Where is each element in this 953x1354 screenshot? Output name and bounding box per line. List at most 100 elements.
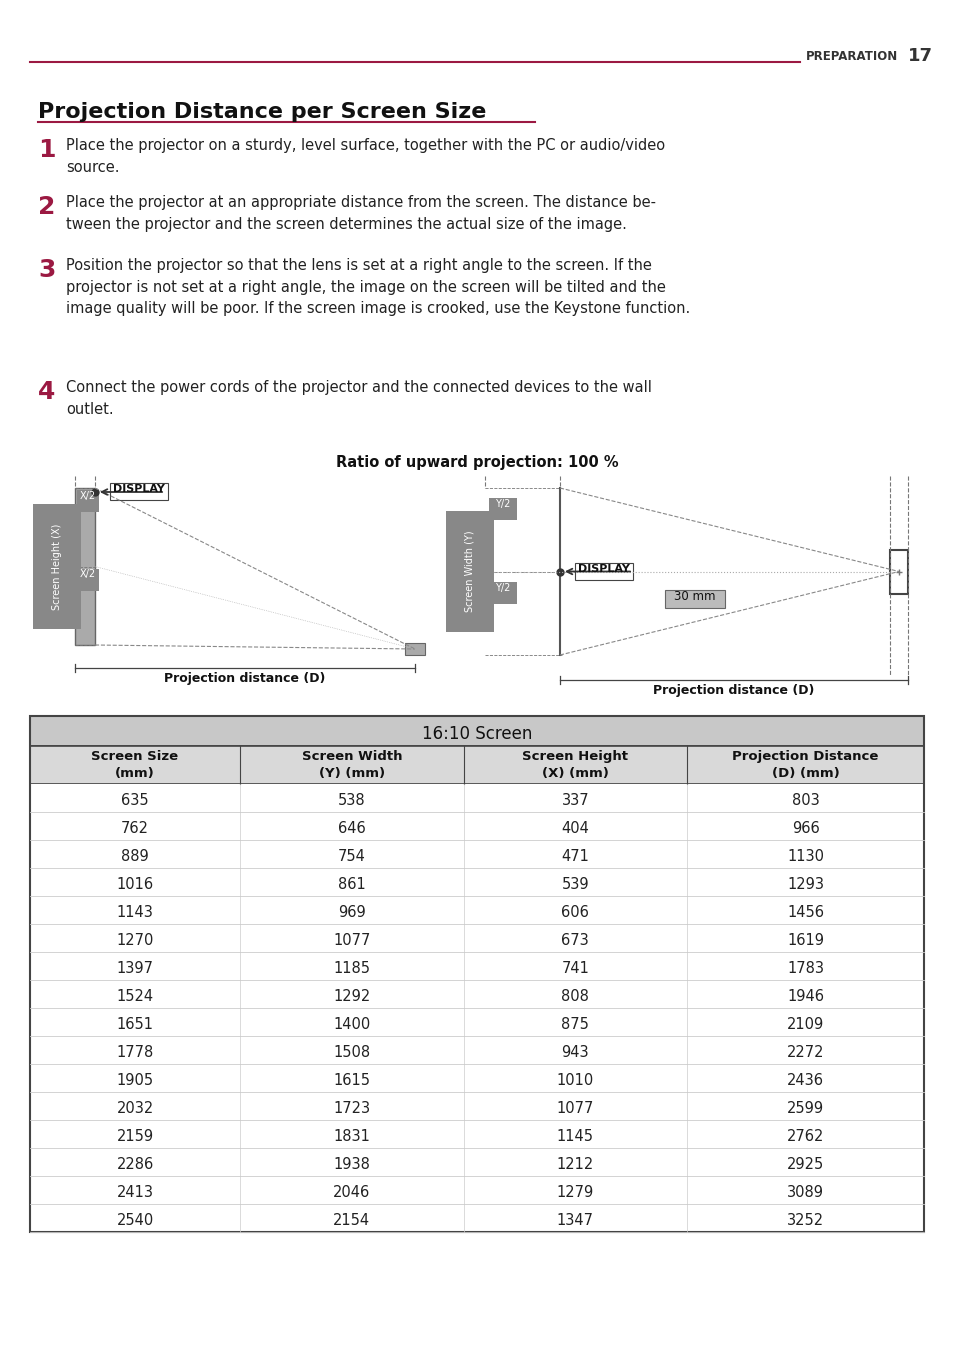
Text: 2436: 2436 <box>786 1072 823 1089</box>
Text: Screen Size
(mm): Screen Size (mm) <box>91 750 178 780</box>
Text: 1347: 1347 <box>557 1213 593 1228</box>
Text: 539: 539 <box>561 877 589 892</box>
Text: 1143: 1143 <box>116 904 153 919</box>
Text: 337: 337 <box>561 793 589 808</box>
Text: 17: 17 <box>906 47 931 65</box>
Text: 803: 803 <box>791 793 819 808</box>
Bar <box>30 812 923 839</box>
Text: 762: 762 <box>121 821 149 835</box>
Text: 606: 606 <box>560 904 589 919</box>
Text: 646: 646 <box>337 821 365 835</box>
Text: Place the projector on a sturdy, level surface, together with the PC or audio/vi: Place the projector on a sturdy, level s… <box>66 138 664 175</box>
Text: Screen Width (Y): Screen Width (Y) <box>464 531 475 612</box>
Bar <box>77 490 99 512</box>
Text: 471: 471 <box>560 849 589 864</box>
Text: 1010: 1010 <box>557 1072 594 1089</box>
Text: Projection Distance
(D) (mm): Projection Distance (D) (mm) <box>732 750 878 780</box>
Bar <box>30 896 923 923</box>
Text: 2540: 2540 <box>116 1213 153 1228</box>
Text: 635: 635 <box>121 793 149 808</box>
Text: Projection Distance per Screen Size: Projection Distance per Screen Size <box>38 102 486 122</box>
Text: Projection distance (D): Projection distance (D) <box>164 672 325 685</box>
Bar <box>30 784 923 812</box>
Text: 2272: 2272 <box>786 1045 823 1060</box>
Text: 1456: 1456 <box>786 904 823 919</box>
Text: 969: 969 <box>337 904 365 919</box>
Text: 1651: 1651 <box>116 1017 153 1032</box>
Text: 2286: 2286 <box>116 1158 153 1173</box>
Bar <box>30 746 923 784</box>
Text: Ratio of upward projection: 100 %: Ratio of upward projection: 100 % <box>335 455 618 470</box>
Text: 1077: 1077 <box>333 933 370 948</box>
Text: 3089: 3089 <box>786 1185 823 1200</box>
Bar <box>30 1036 923 1064</box>
Text: 404: 404 <box>560 821 589 835</box>
Text: 1619: 1619 <box>786 933 823 948</box>
Text: 1524: 1524 <box>116 988 153 1005</box>
Bar <box>30 716 923 746</box>
Text: 1279: 1279 <box>557 1185 594 1200</box>
Text: Screen Height (X): Screen Height (X) <box>52 523 62 609</box>
Text: X/2: X/2 <box>80 570 96 580</box>
Text: 4: 4 <box>38 380 55 403</box>
Bar <box>30 952 923 980</box>
Bar <box>30 716 923 1232</box>
Text: 943: 943 <box>561 1045 589 1060</box>
Text: 1185: 1185 <box>333 961 370 976</box>
Text: 30 mm: 30 mm <box>674 590 715 604</box>
Text: X/2: X/2 <box>80 492 96 501</box>
Bar <box>30 1204 923 1232</box>
Bar <box>30 1064 923 1091</box>
Text: 1905: 1905 <box>116 1072 153 1089</box>
Text: Y/2: Y/2 <box>495 582 510 593</box>
Bar <box>489 581 517 604</box>
Text: 2413: 2413 <box>116 1185 153 1200</box>
Bar <box>575 562 633 580</box>
Text: 538: 538 <box>337 793 365 808</box>
Text: 861: 861 <box>337 877 365 892</box>
Text: 1293: 1293 <box>786 877 823 892</box>
Text: Screen Width
(Y) (mm): Screen Width (Y) (mm) <box>301 750 401 780</box>
Text: 1783: 1783 <box>786 961 823 976</box>
Bar <box>30 1177 923 1204</box>
Bar <box>664 589 724 608</box>
Text: 2599: 2599 <box>786 1101 823 1116</box>
Text: 1: 1 <box>38 138 55 162</box>
Text: Projection distance (D): Projection distance (D) <box>653 684 814 697</box>
Text: 2: 2 <box>38 195 55 219</box>
Text: 1292: 1292 <box>333 988 370 1005</box>
Bar <box>30 1120 923 1148</box>
Text: 2046: 2046 <box>333 1185 370 1200</box>
Text: 1397: 1397 <box>116 961 153 976</box>
Bar <box>30 1091 923 1120</box>
Text: 1615: 1615 <box>333 1072 370 1089</box>
Text: PREPARATION: PREPARATION <box>805 50 898 62</box>
Text: 966: 966 <box>791 821 819 835</box>
Text: 1400: 1400 <box>333 1017 370 1032</box>
Bar <box>489 498 517 520</box>
Text: 1212: 1212 <box>557 1158 594 1173</box>
Bar <box>889 550 907 593</box>
Text: 808: 808 <box>560 988 589 1005</box>
Text: 1077: 1077 <box>556 1101 594 1116</box>
Text: Screen Height
(X) (mm): Screen Height (X) (mm) <box>522 750 628 780</box>
Bar <box>405 643 424 655</box>
Text: 16:10 Screen: 16:10 Screen <box>421 724 532 743</box>
Text: 754: 754 <box>337 849 365 864</box>
Text: 3252: 3252 <box>786 1213 823 1228</box>
Text: 889: 889 <box>121 849 149 864</box>
Text: DISPLAY: DISPLAY <box>578 563 629 574</box>
Text: Y/2: Y/2 <box>495 500 510 509</box>
Text: Position the projector so that the lens is set at a right angle to the screen. I: Position the projector so that the lens … <box>66 259 690 317</box>
Text: 1016: 1016 <box>116 877 153 892</box>
Bar <box>30 923 923 952</box>
Text: 1508: 1508 <box>333 1045 370 1060</box>
Bar <box>30 839 923 868</box>
Bar <box>30 1148 923 1177</box>
Text: 2109: 2109 <box>786 1017 823 1032</box>
Text: 1723: 1723 <box>333 1101 370 1116</box>
Text: DISPLAY: DISPLAY <box>113 483 165 494</box>
Bar <box>75 487 95 645</box>
Text: 2032: 2032 <box>116 1101 153 1116</box>
Text: 741: 741 <box>560 961 589 976</box>
